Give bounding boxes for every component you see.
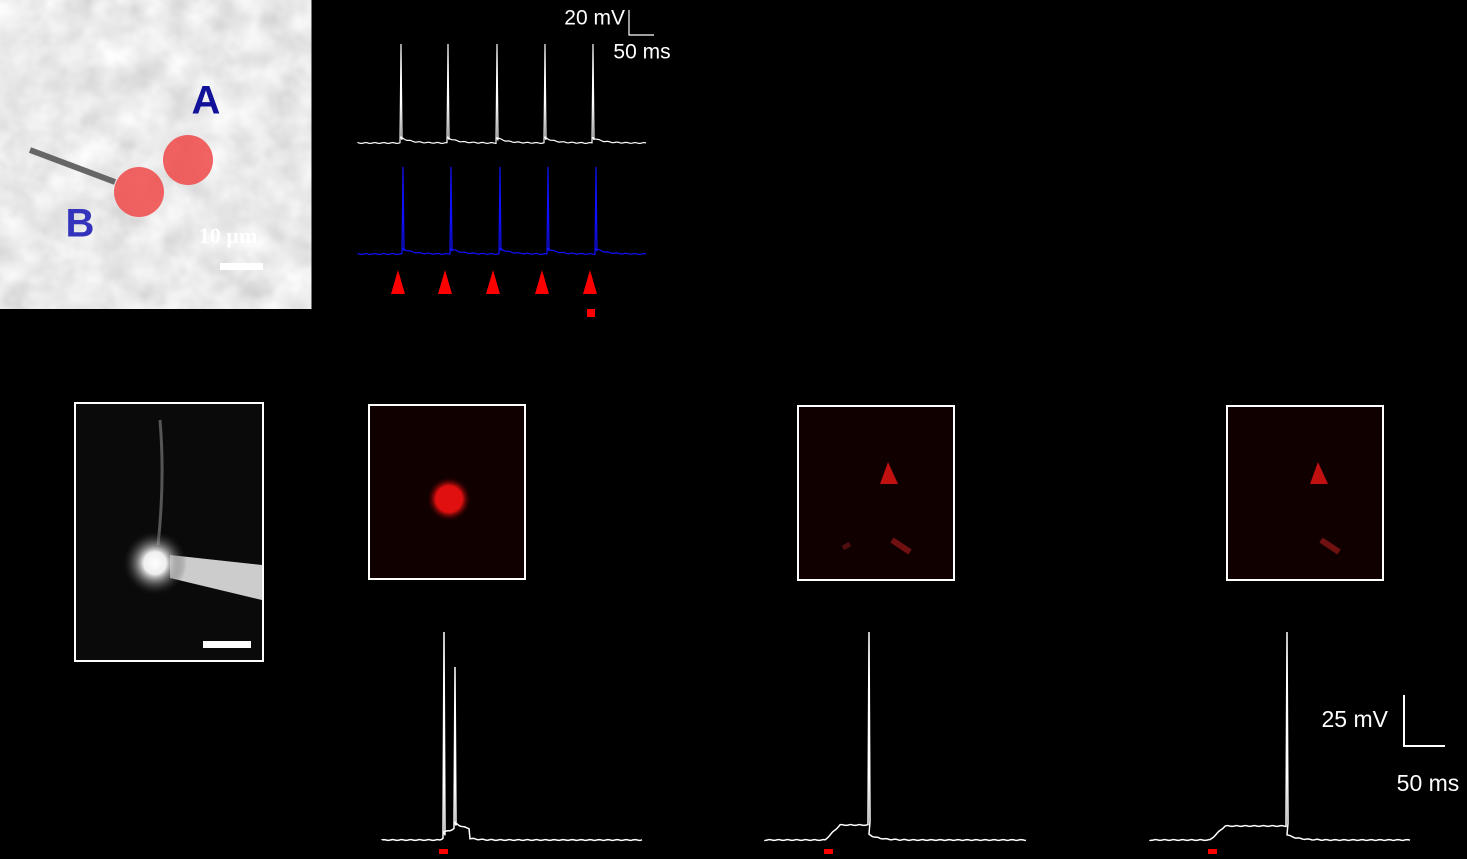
image-scale-bar — [220, 263, 263, 270]
pattern-spot — [427, 477, 471, 521]
pattern-box — [1226, 405, 1384, 581]
stim-spot-b — [114, 167, 164, 217]
voltage-trace — [357, 43, 647, 145]
pattern-spot — [880, 462, 898, 484]
pipette — [28, 147, 117, 185]
voltage-trace — [381, 631, 643, 842]
stim-arrow — [391, 270, 405, 294]
voltage-scale-label: 25 mV — [1322, 706, 1389, 732]
dendrite — [156, 419, 164, 546]
cell-label-b: B — [66, 202, 95, 246]
stim-arrow — [535, 270, 549, 294]
traces — [357, 43, 1411, 842]
time-scale-label: 50 ms — [613, 41, 670, 64]
stim-mark — [439, 849, 448, 854]
stim-spot-a — [163, 135, 213, 185]
dic-image — [10, 26, 284, 283]
stim-marks-bottom — [439, 849, 1217, 854]
pattern-spot — [841, 541, 852, 551]
stim-mark — [1208, 849, 1217, 854]
stim-arrow — [438, 270, 452, 294]
voltage-trace — [1149, 631, 1411, 842]
fluorescence-image — [74, 402, 264, 662]
pattern-box — [797, 405, 955, 581]
image-scale-label: 10 μm — [199, 223, 257, 248]
scale-bar — [1403, 695, 1445, 747]
voltage-scale-label: 20 mV — [564, 7, 625, 30]
voltage-trace — [764, 631, 1026, 842]
stim-mark — [587, 309, 595, 317]
pattern-spot — [1310, 462, 1328, 484]
scale-bar — [628, 10, 654, 36]
time-scale-label: 50 ms — [1397, 770, 1460, 796]
stim-markers — [391, 270, 597, 317]
soma — [123, 531, 187, 595]
stim-mark — [824, 849, 833, 854]
pattern-spot — [1319, 537, 1341, 555]
voltage-trace — [357, 166, 647, 256]
cell-label-a: A — [192, 79, 221, 123]
pattern-spot — [890, 537, 912, 555]
pipette-fluor — [170, 555, 262, 600]
stim-arrow — [583, 270, 597, 294]
fluor-scale-bar — [203, 641, 251, 648]
stim-arrow — [486, 270, 500, 294]
